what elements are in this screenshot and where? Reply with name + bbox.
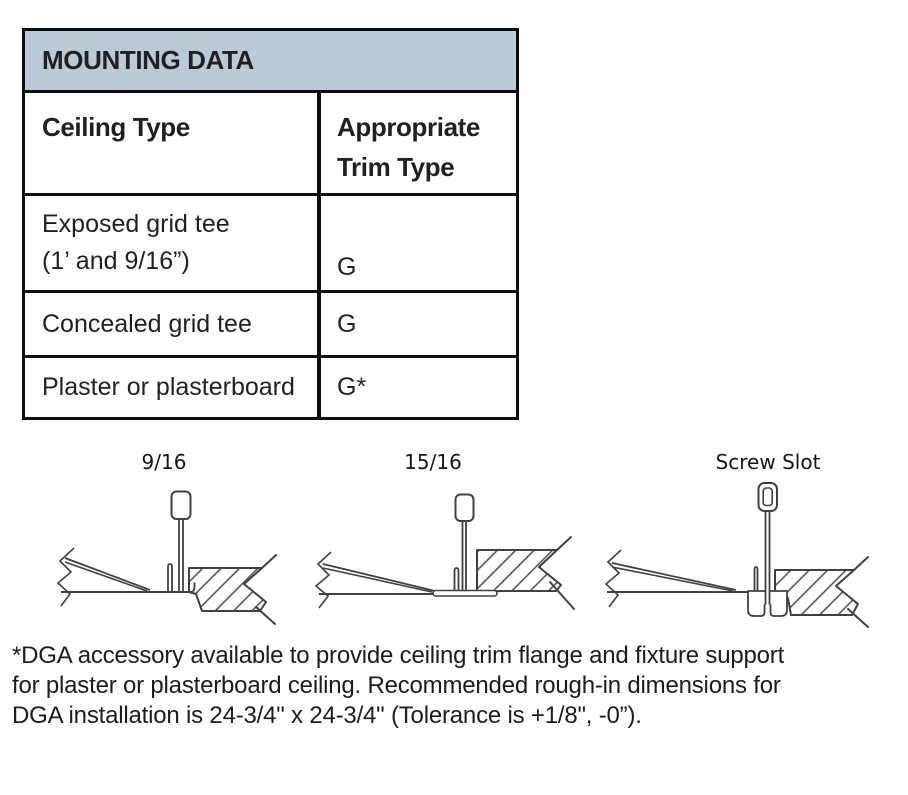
tee-stem: [178, 517, 184, 592]
exposed-grid-tee-line2: (1’ and 9/16”): [42, 247, 190, 275]
ceiling-panel-break: [314, 551, 436, 609]
cell-trim-exposed: G: [321, 196, 516, 290]
stem-tab: [453, 567, 460, 591]
table-row-exposed-grid-tee: Exposed grid tee (1’ and 9/16”) G: [25, 193, 516, 290]
tee-flange: [432, 589, 498, 597]
hatched-ceiling-tile: [188, 554, 277, 625]
diagram-screw-slot-drawing: [604, 482, 869, 628]
column-header-trim-type: Appropriate Trim Type: [321, 93, 516, 193]
diagram-label-screw-slot: Screw Slot: [715, 450, 821, 474]
hatched-ceiling-tile: [774, 556, 869, 628]
stem-tab: [753, 566, 759, 591]
table-column-header-row: Ceiling Type Appropriate Trim Type: [25, 90, 516, 193]
tee-bulb: [454, 493, 475, 522]
trim-type-label-line2: Trim Type: [337, 152, 455, 182]
tee-profile: [432, 493, 498, 597]
table-header-band: MOUNTING DATA: [25, 31, 516, 90]
exposed-grid-tee-line1: Exposed grid tee: [42, 210, 230, 238]
tee-bulb: [170, 490, 192, 520]
cell-ceiling-plaster: Plaster or plasterboard: [25, 358, 321, 417]
stem-tab: [167, 563, 173, 592]
plaster-label: Plaster or plasterboard: [42, 373, 295, 401]
cell-ceiling-concealed: Concealed grid tee: [25, 293, 321, 355]
ceiling-panel-break: [604, 549, 748, 608]
table-title: MOUNTING DATA: [42, 45, 254, 75]
tee-stem: [461, 520, 467, 592]
table-row-plaster: Plaster or plasterboard G*: [25, 355, 516, 417]
footnote-line3: DGA installation is 24-3/4" x 24-3/4" (T…: [12, 702, 642, 729]
cell-ceiling-exposed: Exposed grid tee (1’ and 9/16”): [25, 196, 321, 290]
tee-bulb-inner: [762, 487, 773, 507]
tee-profile: [167, 490, 196, 593]
screw-slot-channel: [747, 590, 788, 617]
concealed-grid-tee-label: Concealed grid tee: [42, 309, 252, 338]
ceiling-type-label: Ceiling Type: [42, 112, 190, 142]
footnote-line1: *DGA accessory available to provide ceil…: [12, 642, 785, 669]
diagram-label-9-16: 9/16: [141, 450, 187, 474]
diagram-label-15-16: 15/16: [404, 450, 462, 474]
hatched-ceiling-tile: [476, 536, 575, 610]
diagram-15-16-drawing: [314, 493, 575, 610]
mounting-data-table: MOUNTING DATA Ceiling Type Appropriate T…: [22, 28, 519, 420]
trim-value-plaster: G*: [337, 373, 367, 401]
table-row-concealed-grid-tee: Concealed grid tee G: [25, 290, 516, 355]
dga-footnote: *DGA accessory available to provide ceil…: [12, 641, 898, 731]
cell-trim-plaster: G*: [321, 358, 516, 417]
trim-value-exposed: G: [337, 253, 357, 281]
trim-value-concealed: G: [337, 309, 357, 338]
cell-trim-concealed: G: [321, 293, 516, 355]
column-header-ceiling-type: Ceiling Type: [25, 93, 321, 193]
trim-type-label-line1: Appropriate: [337, 112, 480, 142]
tee-profile: [753, 482, 778, 605]
diagram-9-16-drawing: [56, 490, 277, 625]
ceiling-panel-break: [56, 547, 191, 607]
tee-stem: [764, 510, 771, 605]
flange-hook: [190, 582, 196, 593]
footnote-line2: for plaster or plasterboard ceiling. Rec…: [12, 672, 781, 699]
